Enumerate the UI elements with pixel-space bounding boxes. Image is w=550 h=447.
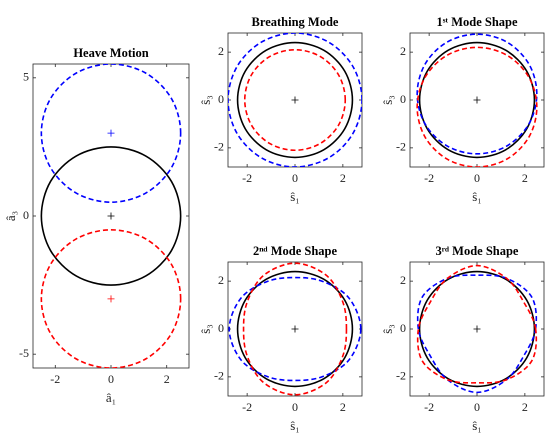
y-axis-label: ŝ₃: [198, 95, 213, 105]
chart-title: 1ˢᵗ Mode Shape: [436, 15, 518, 29]
panel: -2 0 2 -5 0 5 Heave Motion â₁ â₃: [3, 46, 190, 405]
y-tick-label: 5: [23, 70, 29, 84]
center-marker: [473, 96, 481, 104]
curve: [242, 262, 348, 396]
curve: [40, 146, 182, 286]
plot-area: [228, 33, 362, 167]
chart-title: Heave Motion: [73, 46, 148, 60]
y-tick-label: 2: [218, 44, 224, 58]
center-marker: [473, 325, 481, 333]
curve: [416, 264, 538, 384]
x-tick-label: -2: [242, 171, 252, 185]
plot-area: [228, 262, 362, 396]
plot-area: [40, 64, 182, 368]
curve: [418, 270, 536, 388]
y-tick-label: -2: [396, 369, 406, 383]
x-axis-label: â₁: [106, 390, 116, 405]
x-tick-label: -2: [424, 171, 434, 185]
center-marker: [107, 129, 115, 137]
x-axis-label: ŝ₁: [290, 418, 300, 433]
x-axis-label: ŝ₁: [290, 189, 300, 204]
y-axis-label: â₃: [3, 211, 18, 221]
x-tick-label: 2: [340, 171, 346, 185]
x-tick-label: 0: [474, 400, 480, 414]
chart-title: 2ⁿᵈ Mode Shape: [253, 244, 338, 258]
y-tick-label: 2: [218, 273, 224, 287]
curve: [416, 33, 538, 155]
y-tick-label: 0: [400, 92, 406, 106]
x-tick-label: 2: [164, 372, 170, 386]
panel: -2 0 2 -2 0 2 2ⁿᵈ Mode Shape ŝ₁ ŝ₃: [198, 244, 363, 433]
y-tick-label: -2: [214, 369, 224, 383]
x-tick-label: 2: [522, 171, 528, 185]
y-tick-label: -2: [396, 140, 406, 154]
y-tick-label: 0: [218, 92, 224, 106]
y-axis-label: ŝ₃: [380, 95, 395, 105]
x-tick-label: -2: [242, 400, 252, 414]
panel: -2 0 2 -2 0 2 Breathing Mode ŝ₁ ŝ₃: [198, 15, 363, 204]
x-axis-label: ŝ₁: [472, 189, 482, 204]
x-tick-label: 2: [522, 400, 528, 414]
y-axis-label: ŝ₃: [380, 324, 395, 334]
center-marker: [107, 295, 115, 303]
x-axis-label: ŝ₁: [472, 418, 482, 433]
chart-title: 3ʳᵈ Mode Shape: [436, 244, 519, 258]
curve: [243, 48, 347, 152]
y-tick-label: 0: [218, 321, 224, 335]
center-marker: [291, 325, 299, 333]
curve: [40, 64, 182, 203]
y-tick-label: 2: [400, 44, 406, 58]
panel: -2 0 2 -2 0 2 1ˢᵗ Mode Shape ŝ₁ ŝ₃: [380, 15, 545, 204]
x-tick-label: -2: [424, 400, 434, 414]
y-tick-label: -2: [214, 140, 224, 154]
x-tick-label: 0: [108, 372, 114, 386]
x-tick-label: -2: [50, 372, 60, 386]
x-tick-label: 0: [292, 171, 298, 185]
x-tick-label: 0: [474, 171, 480, 185]
x-tick-label: 0: [292, 400, 298, 414]
curve: [228, 276, 362, 382]
curve: [40, 229, 182, 368]
y-tick-label: -5: [19, 346, 29, 360]
curve: [236, 41, 354, 159]
panel: -2 0 2 -2 0 2 3ʳᵈ Mode Shape ŝ₁ ŝ₃: [380, 244, 545, 433]
center-marker: [291, 96, 299, 104]
y-tick-label: 0: [23, 208, 29, 222]
curve: [236, 270, 354, 388]
curve: [416, 46, 538, 167]
y-axis-label: ŝ₃: [198, 324, 213, 334]
center-marker: [107, 212, 115, 220]
x-tick-label: 2: [340, 400, 346, 414]
y-tick-label: 0: [400, 321, 406, 335]
chart-title: Breathing Mode: [252, 15, 339, 29]
curve: [418, 41, 536, 159]
y-tick-label: 2: [400, 273, 406, 287]
plot-area: [416, 33, 538, 167]
plot-area: [416, 264, 538, 394]
